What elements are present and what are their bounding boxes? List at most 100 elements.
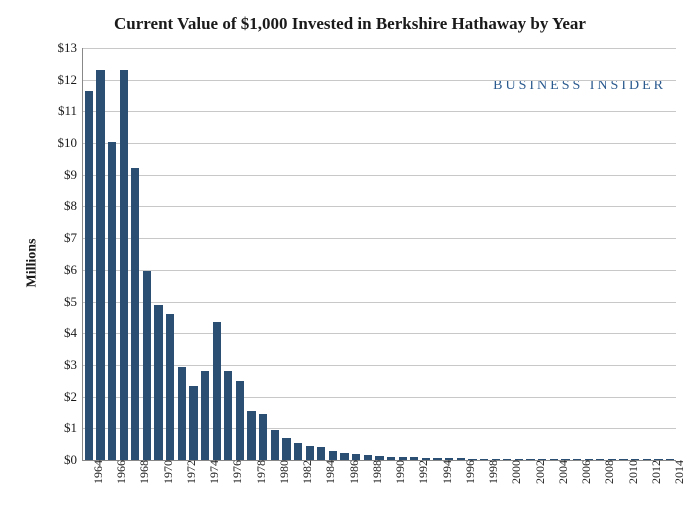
plot-area: 1964196619681970197219741976197819801982… xyxy=(82,48,676,461)
bar-slot: 1972 xyxy=(176,48,188,460)
bar-slot: 2012 xyxy=(641,48,653,460)
x-tick-label: 1976 xyxy=(224,460,245,484)
y-tick-label: $9 xyxy=(64,167,83,183)
bar-slot xyxy=(629,48,641,460)
bar-slot xyxy=(211,48,223,460)
bar-slot xyxy=(118,48,130,460)
bar-slot xyxy=(141,48,153,460)
bar-slot: 1984 xyxy=(316,48,328,460)
x-tick-label: 2014 xyxy=(666,460,687,484)
bar xyxy=(143,271,151,460)
bar-slot: 1998 xyxy=(478,48,490,460)
bar-slot: 2000 xyxy=(502,48,514,460)
bar-slot xyxy=(513,48,525,460)
x-tick-label: 2000 xyxy=(503,460,524,484)
bar-slot: 1992 xyxy=(409,48,421,460)
bar-slot xyxy=(257,48,269,460)
y-tick-label: $3 xyxy=(64,357,83,373)
x-tick-label: 1986 xyxy=(341,460,362,484)
x-tick-label: 1998 xyxy=(480,460,501,484)
x-tick-label: 1988 xyxy=(364,460,385,484)
bar-slot: 1990 xyxy=(385,48,397,460)
bar-slot xyxy=(304,48,316,460)
bar-slot: 1974 xyxy=(199,48,211,460)
bar xyxy=(515,459,523,460)
y-tick-label: $13 xyxy=(58,40,84,56)
x-tick-label: 2010 xyxy=(620,460,641,484)
bar xyxy=(422,458,430,460)
x-tick-label: 1980 xyxy=(271,460,292,484)
x-tick-label: 1970 xyxy=(155,460,176,484)
bar-slot: 1988 xyxy=(362,48,374,460)
bar xyxy=(654,459,662,460)
bar xyxy=(213,322,221,460)
x-tick-label: 1992 xyxy=(410,460,431,484)
x-tick-label: 1972 xyxy=(178,460,199,484)
bar-slot: 2006 xyxy=(571,48,583,460)
y-tick-label: $1 xyxy=(64,420,83,436)
bar xyxy=(259,414,267,460)
bar-slot xyxy=(583,48,595,460)
bar-slot xyxy=(443,48,455,460)
bar xyxy=(282,438,290,460)
x-tick-label: 1964 xyxy=(85,460,106,484)
y-tick-label: $7 xyxy=(64,230,83,246)
bar-slot: 1980 xyxy=(269,48,281,460)
bar xyxy=(201,371,209,460)
y-tick-label: $12 xyxy=(58,72,84,88)
bar-slot xyxy=(164,48,176,460)
bar xyxy=(120,70,128,460)
y-tick-label: $0 xyxy=(64,452,83,468)
y-tick-label: $5 xyxy=(64,294,83,310)
bar-slot: 1966 xyxy=(106,48,118,460)
bar-slot xyxy=(653,48,665,460)
bar-slot xyxy=(350,48,362,460)
bar xyxy=(85,91,93,460)
bar xyxy=(445,458,453,460)
bar xyxy=(294,443,302,460)
bar-slot xyxy=(327,48,339,460)
x-tick-label: 1984 xyxy=(317,460,338,484)
bar-slot xyxy=(560,48,572,460)
x-tick-label: 1990 xyxy=(387,460,408,484)
bar-slot xyxy=(536,48,548,460)
bar-slot xyxy=(606,48,618,460)
bar xyxy=(608,459,616,460)
x-tick-label: 2002 xyxy=(527,460,548,484)
x-tick-label: 1966 xyxy=(108,460,129,484)
bar-slot: 1996 xyxy=(455,48,467,460)
x-tick-label: 1982 xyxy=(294,460,315,484)
bar xyxy=(399,457,407,460)
bar-slot: 2002 xyxy=(525,48,537,460)
bar xyxy=(178,367,186,460)
bar xyxy=(131,168,139,460)
bar xyxy=(561,459,569,460)
bar-slot: 1976 xyxy=(223,48,235,460)
bar xyxy=(468,459,476,460)
bar-slot xyxy=(467,48,479,460)
bar-slot: 1994 xyxy=(432,48,444,460)
bar-slot xyxy=(374,48,386,460)
bar xyxy=(247,411,255,460)
x-tick-label: 1996 xyxy=(457,460,478,484)
bar xyxy=(492,459,500,460)
bar-slot xyxy=(234,48,246,460)
y-tick-label: $4 xyxy=(64,325,83,341)
bar-slot xyxy=(397,48,409,460)
y-tick-label: $10 xyxy=(58,135,84,151)
x-tick-label: 1968 xyxy=(131,460,152,484)
bar-slot: 2014 xyxy=(664,48,676,460)
bar-slot: 1982 xyxy=(292,48,304,460)
bar xyxy=(236,381,244,460)
y-tick-label: $6 xyxy=(64,262,83,278)
x-tick-label: 2008 xyxy=(596,460,617,484)
bar xyxy=(340,453,348,460)
bar-slot: 1978 xyxy=(246,48,258,460)
bar xyxy=(631,459,639,460)
x-tick-label: 1994 xyxy=(434,460,455,484)
bar-slot xyxy=(281,48,293,460)
chart-container: Current Value of $1,000 Invested in Berk… xyxy=(0,0,700,525)
x-tick-label: 2004 xyxy=(550,460,571,484)
bar xyxy=(189,386,197,460)
bar xyxy=(224,371,232,460)
